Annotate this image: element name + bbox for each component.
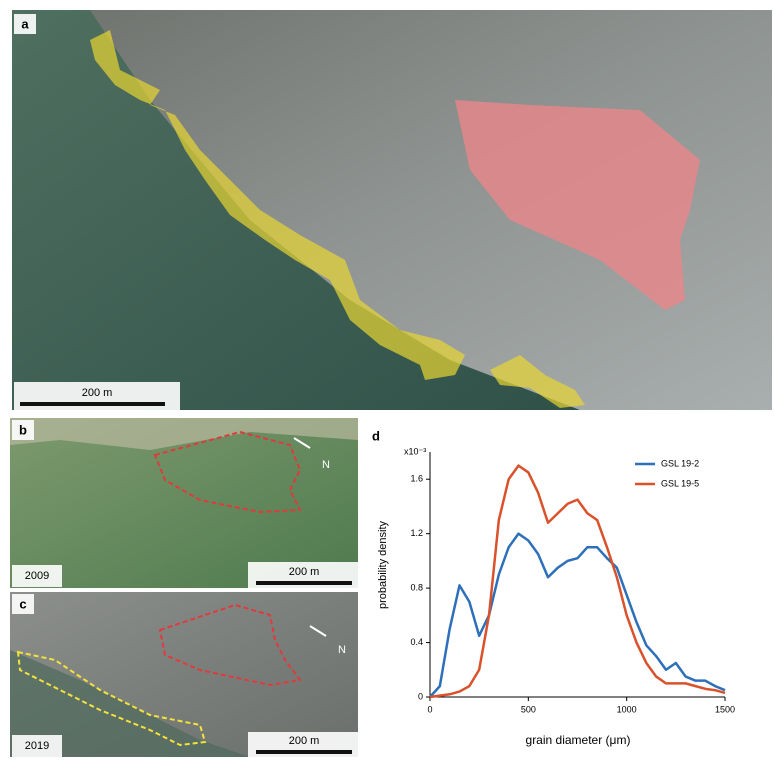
panel-b: b N 2009 200 m: [10, 418, 358, 588]
panel-label: b: [19, 422, 27, 437]
y-multiplier: x10⁻³: [404, 446, 426, 456]
panel-label: c: [19, 596, 26, 611]
data-line: [430, 466, 725, 697]
y-tick-label: 0: [418, 691, 423, 701]
scale-bar: [20, 402, 165, 406]
y-axis-label: probability density: [377, 520, 389, 609]
scale-bar: [256, 581, 352, 585]
panel-d: d x10⁻³ probability density grain diamet…: [372, 428, 735, 747]
scale-label: 200 m: [82, 387, 113, 399]
legend-label: GSL 19-2: [661, 458, 699, 468]
north-label: N: [322, 459, 330, 471]
scale-bar: [256, 750, 352, 754]
x-tick-label: 0: [427, 704, 432, 714]
panel-a: a 200 m: [12, 10, 772, 410]
panel-label: a: [21, 16, 29, 31]
year: 2019: [25, 740, 49, 752]
panel-label: d: [372, 428, 380, 443]
y-tick-label: 0.8: [410, 582, 423, 592]
x-tick-label: 1000: [617, 704, 637, 714]
scale-label: 200 m: [289, 566, 320, 578]
figure: a 200 m b N 2009 200 m c N 2019 200 m: [0, 0, 774, 763]
legend-label: GSL 19-5: [661, 478, 699, 488]
y-tick-label: 1.6: [410, 474, 423, 484]
panel-c: c N 2019 200 m: [10, 592, 358, 757]
scale-label: 200 m: [289, 735, 320, 747]
data-line: [430, 534, 725, 697]
north-label: N: [338, 644, 346, 656]
x-tick-label: 500: [521, 704, 536, 714]
year: 2009: [25, 570, 49, 582]
x-axis-label: grain diameter (μm): [526, 733, 631, 747]
y-tick-label: 1.2: [410, 528, 423, 538]
y-tick-label: 0.4: [410, 637, 423, 647]
x-tick-label: 1500: [715, 704, 735, 714]
